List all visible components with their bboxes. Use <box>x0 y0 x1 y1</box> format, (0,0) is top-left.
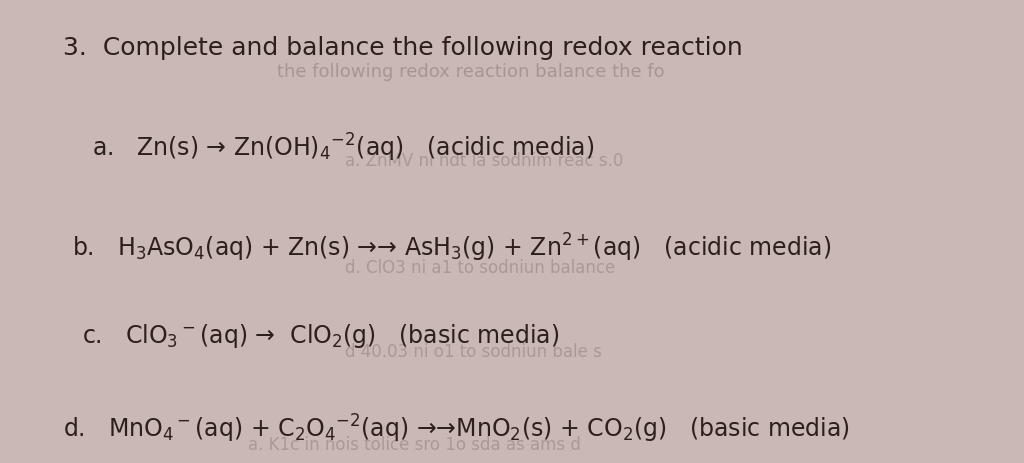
Text: c.   ClO$_3$$^-$(aq) →  ClO$_2$(g)   (basic media): c. ClO$_3$$^-$(aq) → ClO$_2$(g) (basic m… <box>82 322 559 350</box>
Text: 3.  Complete and balance the following redox reaction: 3. Complete and balance the following re… <box>62 36 742 60</box>
Text: d. ClO3 ni a1 to sodniun balance: d. ClO3 ni a1 to sodniun balance <box>345 259 615 277</box>
Text: d 40.03 ni o1 to sodniun bale s: d 40.03 ni o1 to sodniun bale s <box>345 343 602 361</box>
Text: a.   Zn(s) → Zn(OH)$_4$$^{-2}$(aq)   (acidic media): a. Zn(s) → Zn(OH)$_4$$^{-2}$(aq) (acidic… <box>92 131 594 163</box>
Text: d.   MnO$_4$$^-$(aq) + C$_2$O$_4$$^{-2}$(aq) →→MnO$_2$(s) + CO$_2$(g)   (basic m: d. MnO$_4$$^-$(aq) + C$_2$O$_4$$^{-2}$(a… <box>62 413 850 445</box>
Text: a. ZnMV ni ndt la sodnim reac s.0: a. ZnMV ni ndt la sodnim reac s.0 <box>345 152 624 170</box>
Text: the following redox reaction balance the fo: the following redox reaction balance the… <box>278 63 665 81</box>
Text: b.   H$_3$AsO$_4$(aq) + Zn(s) →→ AsH$_3$(g) + Zn$^{2+}$(aq)   (acidic media): b. H$_3$AsO$_4$(aq) + Zn(s) →→ AsH$_3$(g… <box>73 232 831 263</box>
Text: a. K1c in nois tolice sro 1o sda as ams d: a. K1c in nois tolice sro 1o sda as ams … <box>248 436 581 454</box>
